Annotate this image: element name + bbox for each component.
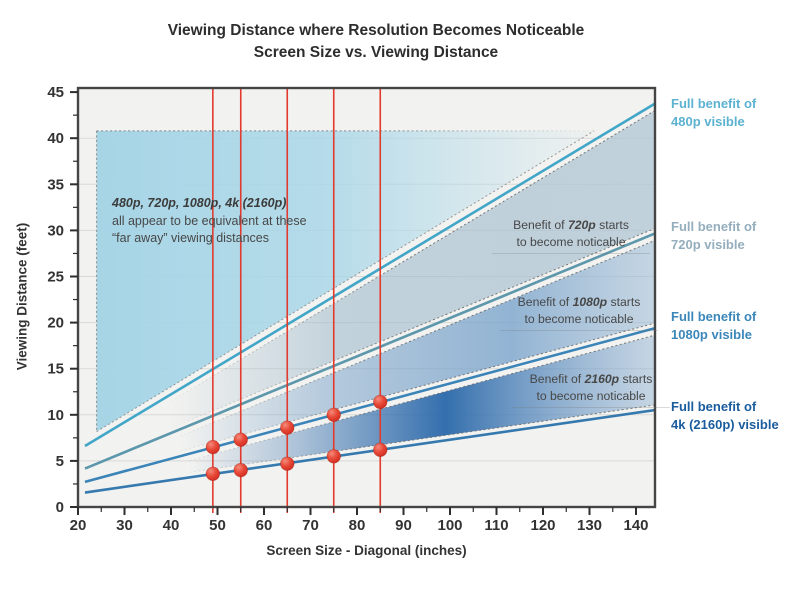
benefit-band-1080p-top-edge [180,239,655,437]
plot-frame [76,86,657,509]
y-tick-label: 30 [47,222,64,239]
benefit-band-720p [171,110,655,428]
series-label-720p: Full benefit of 720p visible [671,218,797,253]
series-line-480p [84,102,655,448]
x-tick-label: 100 [437,517,462,534]
x-tick-label: 40 [163,517,180,534]
series-line-1080p [84,326,655,484]
x-tick-label: 70 [302,517,319,534]
series-label-4k: Full benefit of 4k (2160p) visible [671,398,797,433]
series-label-4k-line2: 4k (2160p) visible [671,416,779,432]
benefit-band-1080p-bottom-edge [180,322,655,452]
data-point-1080p-85in [373,394,388,410]
x-tick-label: 140 [623,517,648,534]
series-label-1080p-line2: 1080p visible [671,326,752,342]
series-label-480p-line1: Full benefit of [671,96,757,111]
y-tick-label: 45 [47,84,64,101]
chart-title-line2: Screen Size vs. Viewing Distance [253,44,499,62]
x-tick-label: 90 [395,517,412,534]
x-tick-label: 130 [577,517,602,534]
y-tick-label: 15 [47,361,64,378]
benefit-band-2160p-top-edge [189,334,655,462]
data-point-4k-85in [373,442,388,458]
y-tick-label: 35 [47,176,64,193]
data-point-4k-75in [326,449,341,464]
x-tick-label: 60 [256,517,273,534]
y-tick-label: 0 [56,499,64,516]
series-label-1080p-line1: Full benefit of [671,309,757,324]
x-tick-label: 80 [349,517,366,534]
data-point-1080p-75in [326,407,341,423]
y-tick-label: 5 [56,453,64,470]
data-point-4k-49in [205,466,221,482]
data-point-1080p-55in [233,432,248,447]
data-point-4k-55in [233,462,248,478]
y-axis-title: Viewing Distance (feet) [14,222,30,371]
series-label-1080p: Full benefit of 1080p visible [671,308,797,343]
x-tick-label: 30 [116,517,133,534]
series-label-480p-line2: 480p visible [671,113,745,129]
benefit-band-2160p [189,335,655,473]
benefit-band-720p-bottom-edge [170,227,655,429]
x-tick-label: 110 [484,517,508,534]
data-point-4k-65in [280,456,295,471]
series-line-720p [84,232,655,470]
x-tick-label: 120 [530,517,555,534]
plot-shapes [84,102,655,494]
y-tick-label: 25 [47,269,64,286]
chart-title-line1: Viewing Distance where Resolution Become… [167,22,585,39]
y-tick-label: 20 [47,315,64,332]
y-tick-label: 40 [47,130,64,147]
benefit-band-2160p-bottom-edge [189,404,655,473]
series-label-720p-line2: 720p visible [671,236,745,252]
benefit-band-1080p [180,240,655,452]
series-label-720p-line1: Full benefit of [671,219,757,234]
data-point-1080p-49in [205,439,221,455]
chart-title: Viewing Distance where Resolution Become… [0,20,752,65]
series-label-480p: Full benefit of 480p visible [671,95,797,130]
series-label-4k-line1: Full benefit of [671,399,757,414]
x-tick-label: 50 [209,517,226,534]
x-tick-label: 20 [70,517,87,534]
x-axis-title: Screen Size - Diagonal (inches) [266,543,467,558]
series-line-4k [84,408,655,494]
data-point-1080p-65in [280,420,295,435]
y-tick-label: 10 [47,407,64,424]
